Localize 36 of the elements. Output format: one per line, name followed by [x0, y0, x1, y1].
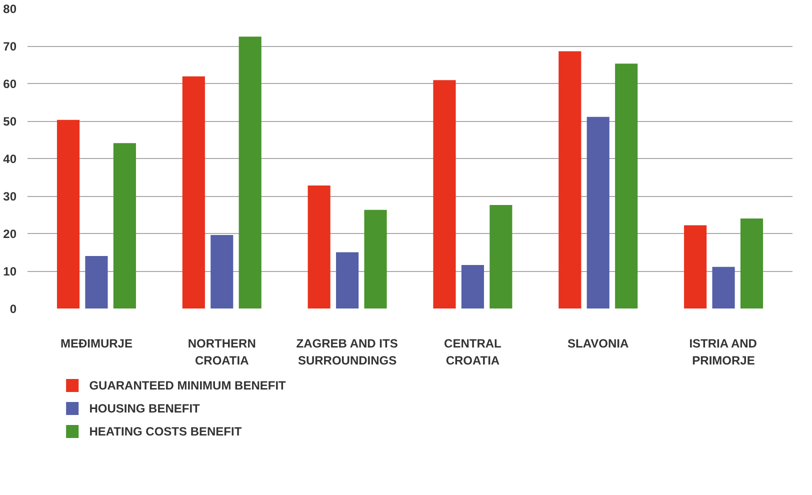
bar	[586, 116, 610, 308]
bar	[336, 252, 359, 308]
legend-label: HOUSING BENEFIT	[89, 402, 201, 416]
bar	[558, 51, 582, 308]
bar	[113, 143, 136, 308]
x-tick-label: SLAVONIA	[568, 336, 630, 350]
bar	[712, 266, 735, 308]
bar	[615, 64, 638, 308]
bar	[182, 76, 205, 308]
bar	[85, 256, 108, 308]
legend-label: HEATING COSTS BENEFIT	[89, 424, 242, 438]
y-tick-label: 50	[3, 114, 17, 128]
y-tick-label: 40	[3, 152, 17, 166]
bar	[740, 218, 764, 308]
bar	[238, 36, 262, 308]
y-tick-label: 70	[3, 40, 17, 54]
y-tick-label: 80	[3, 2, 17, 16]
bar	[461, 265, 484, 308]
bar	[433, 80, 456, 308]
x-tick-label: NORTHERN CROATIA	[188, 336, 256, 368]
bar	[364, 210, 387, 308]
bar	[56, 120, 80, 308]
y-tick-label: 30	[3, 190, 17, 204]
bar	[684, 225, 707, 308]
y-tick-label: 10	[3, 264, 17, 278]
bar	[490, 205, 512, 308]
bar	[210, 235, 234, 308]
y-tick-label: 0	[10, 302, 17, 316]
legend-label: GUARANTEED MINIMUM BENEFIT	[89, 378, 287, 392]
y-tick-label: 20	[3, 227, 17, 241]
x-tick-label: ZAGREB AND ITS SURROUNDINGS	[296, 336, 398, 368]
y-tick-label: 60	[3, 77, 17, 91]
x-tick-label: MEĐIMURJE	[60, 336, 132, 350]
x-tick-label: CENTRAL CROATIA	[444, 336, 502, 368]
bar	[308, 186, 330, 308]
x-tick-label: ISTRIA AND PRIMORJE	[689, 336, 758, 368]
